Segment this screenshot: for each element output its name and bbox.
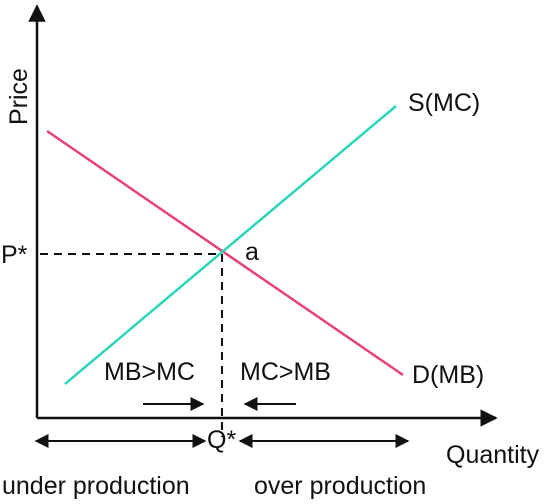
equilibrium-point-label: a (245, 238, 259, 266)
supply-curve (64, 105, 397, 385)
x-axis-label: Quantity (446, 441, 540, 469)
left-condition-label: MB>MC (104, 358, 195, 386)
demand-curve (46, 129, 404, 377)
equilibrium-price-label: P* (1, 241, 28, 269)
over-production-label: over production (254, 472, 426, 500)
equilibrium-quantity-label: Q* (207, 426, 236, 454)
supply-curve-label: S(MC) (408, 89, 480, 117)
right-condition-label: MC>MB (240, 358, 331, 386)
y-axis-label: Price (5, 68, 33, 125)
under-production-label: under production (2, 472, 190, 500)
demand-curve-label: D(MB) (412, 361, 484, 389)
